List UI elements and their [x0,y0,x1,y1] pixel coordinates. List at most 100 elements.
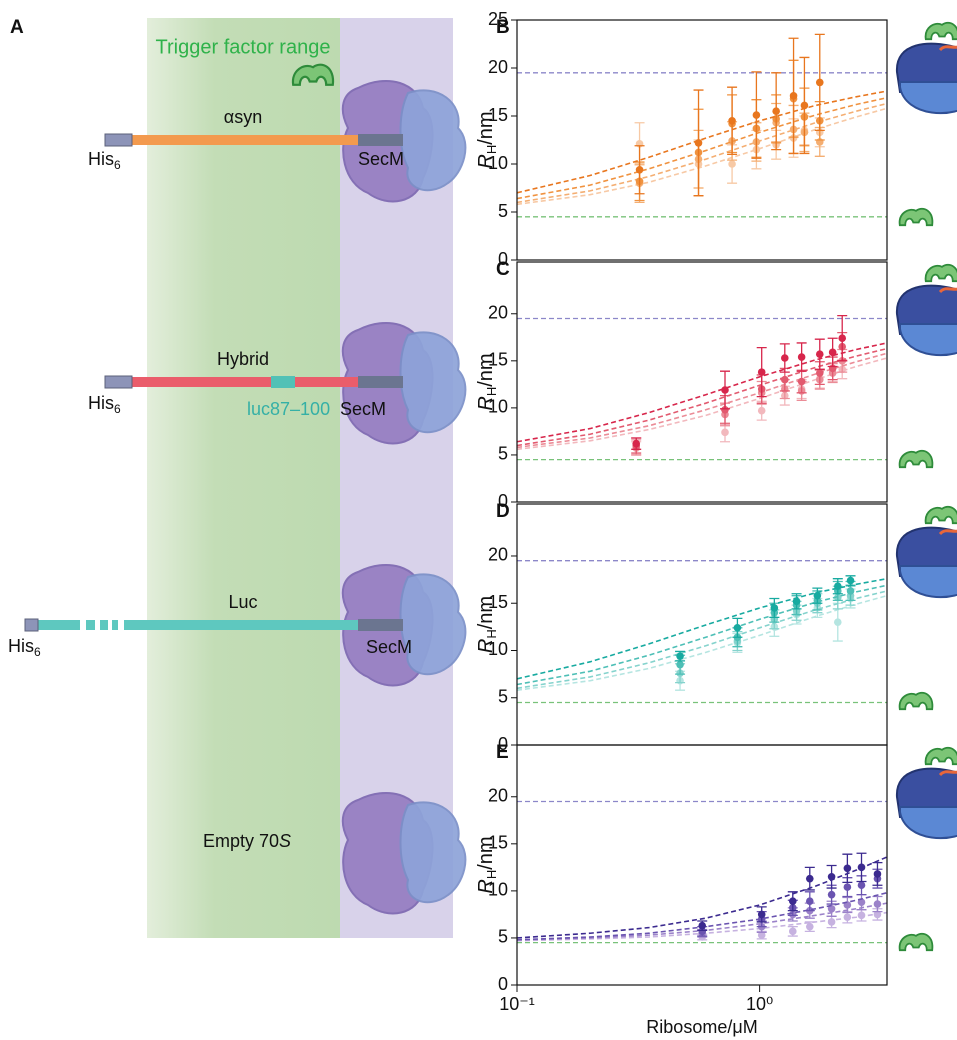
empty-label: Empty 70S [203,831,291,851]
data-point [721,429,729,437]
panel-label: D [496,501,510,522]
data-point [858,881,866,889]
tf-range-band [147,18,340,938]
y-axis-label: RH/nm [475,596,499,653]
y-label-unit: /nm [475,836,497,869]
panel-a: A Trigger factor range αsyn His6 SecM Hy… [8,17,465,938]
data-point [814,592,822,600]
y-tick-label: 5 [498,686,508,706]
data-point [874,870,882,878]
data-point [636,166,644,174]
y-label-unit: /nm [475,111,497,144]
data-point [844,883,852,891]
insert-box [271,376,295,388]
construct-bar [124,620,358,630]
insert-label: luc87–100 [247,399,330,419]
data-point [676,652,684,660]
y-label-symbol: R [475,639,497,653]
secm-box [358,376,403,388]
his-tag [25,619,38,631]
y-label-sub: H [484,387,499,396]
x-tick-label: 10⁰ [746,994,773,1014]
data-point [790,92,798,100]
data-point [632,440,640,448]
y-tick-label: 5 [498,927,508,947]
plot-frame [517,504,887,745]
data-point [698,922,706,930]
data-point [793,598,801,606]
y-label-unit: /nm [475,353,497,386]
data-point [828,918,836,926]
construct-name: Hybrid [217,349,269,369]
y-axis-label: RH/nm [475,836,499,893]
charts: B0510152025RH/nmC05101520RH/nmD05101520R… [475,9,957,1037]
y-tick-label: 5 [498,201,508,221]
tf-icon [926,265,957,281]
data-point [847,577,855,585]
his-tag [105,376,132,388]
y-label-symbol: R [475,879,497,893]
construct-bar [112,620,118,630]
construct-bar [132,377,358,387]
x-tick-label: 10⁻¹ [499,994,535,1014]
data-point [828,873,836,881]
anchor-label: SecM [358,149,404,169]
y-label-sub: H [484,145,499,154]
data-point [695,139,703,147]
y-label-symbol: R [475,154,497,168]
y-tick-label: 20 [488,57,508,77]
tf-icon [926,23,957,39]
data-point [838,334,846,342]
data-point [758,407,766,415]
his-tag [105,134,132,146]
data-point [781,376,789,384]
tf-icon [900,451,933,467]
data-point [758,368,766,376]
data-point [806,875,814,883]
fit-line [517,596,887,691]
construct-name: Luc [228,592,257,612]
y-tick-label: 20 [488,786,508,806]
chart-panel: C05101520RH/nm [475,259,957,511]
tag-label: His6 [88,149,121,172]
ribosome-tf-icon [897,286,957,355]
construct-bar [38,620,80,630]
y-tick-label: 20 [488,303,508,323]
x-axis-label: Ribosome/μM [646,1017,757,1037]
data-point [728,160,736,168]
tf-icon [900,209,933,225]
tag-label: His6 [8,636,41,659]
data-point [828,891,836,899]
data-point [858,912,866,920]
y-tick-label: 25 [488,9,508,29]
data-point [758,911,766,919]
fit-line [517,579,887,679]
y-label-symbol: R [475,396,497,410]
data-point [816,79,824,87]
construct-bar [100,620,108,630]
data-point [816,350,824,358]
tf-icon [900,934,933,950]
data-point [798,378,806,386]
anchor-label: SecM [340,399,386,419]
ribosome-tf-icon [897,769,957,838]
construct-bar [132,135,358,145]
ribosome [343,793,466,913]
data-point [772,107,780,115]
data-point [801,102,809,110]
data-point [816,369,824,377]
data-point [734,624,742,632]
data-point [844,864,852,872]
fit-line [517,98,887,199]
tf-icon [926,748,957,764]
data-point [789,897,797,905]
ribosome-tf-icon [897,528,957,597]
tf-icon [900,693,933,709]
data-point [834,582,842,590]
data-point [834,618,842,626]
data-point [753,111,761,119]
y-label-unit: /nm [475,596,497,629]
secm-box [358,134,403,146]
